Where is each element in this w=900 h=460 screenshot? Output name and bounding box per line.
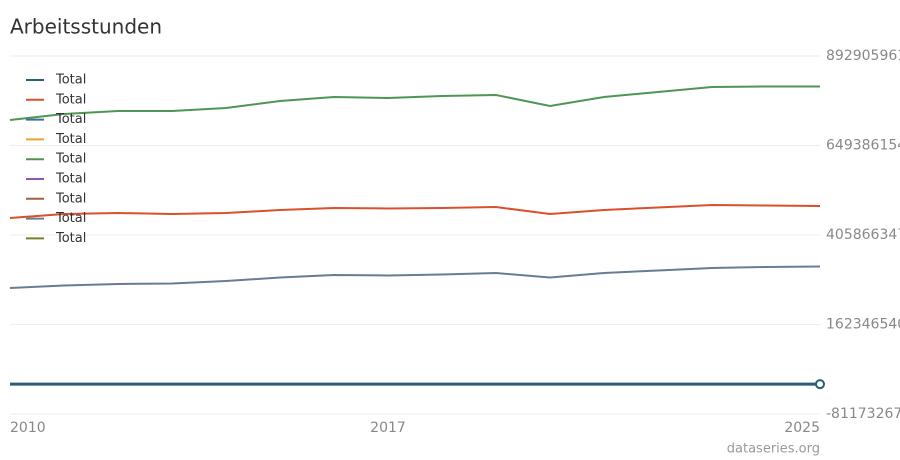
x-tick-label: 2017: [370, 420, 406, 436]
series-line: [9, 203, 821, 220]
source: dataseries.org: [727, 442, 820, 457]
x-tick-label: 2010: [10, 420, 46, 436]
y-tick-label: 892905961: [826, 48, 900, 64]
x-tick-label: 2025: [784, 420, 820, 436]
y-tick-label: -81173267: [826, 406, 900, 422]
legend-label: Total: [55, 231, 86, 246]
end-marker: [815, 379, 825, 390]
y-tick-label: 405866347: [826, 227, 900, 243]
y-tick-label: 649386154: [826, 138, 900, 154]
legend-label: Total: [55, 191, 86, 206]
legend-label: Total: [55, 73, 86, 88]
legend-label: Total: [55, 132, 86, 147]
legend-label: Total: [55, 152, 86, 167]
legend-label: Total: [55, 172, 86, 187]
legend-label: Total: [55, 92, 86, 107]
legend-label: Total: [55, 112, 86, 127]
series-line: [9, 85, 820, 121]
legend-label: Total: [55, 211, 86, 226]
y-tick-label: 162346540: [826, 317, 900, 333]
series-line: [9, 265, 821, 289]
chart-title: Arbeitsstunden: [10, 15, 162, 39]
